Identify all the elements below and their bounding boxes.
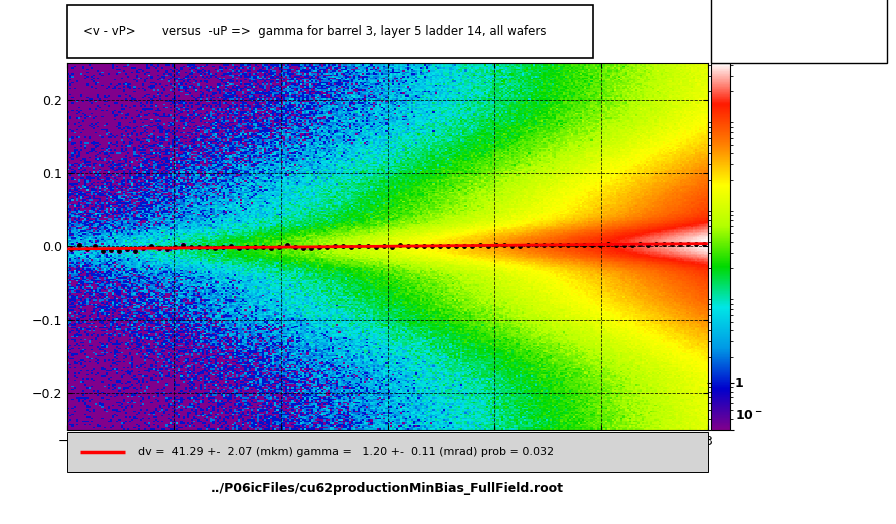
FancyBboxPatch shape xyxy=(67,432,708,472)
FancyBboxPatch shape xyxy=(67,5,592,58)
Text: $\mathbf{10^-}$: $\mathbf{10^-}$ xyxy=(735,409,762,421)
Text: 1: 1 xyxy=(735,377,744,390)
Text: ../P06icFiles/cu62productionMinBias_FullField.root: ../P06icFiles/cu62productionMinBias_Full… xyxy=(211,482,564,495)
Text: dv =  41.29 +-  2.07 (mkm) gamma =   1.20 +-  0.11 (mrad) prob = 0.032: dv = 41.29 +- 2.07 (mkm) gamma = 1.20 +-… xyxy=(138,447,554,457)
FancyBboxPatch shape xyxy=(711,0,887,63)
Text: <v - vP>       versus  -uP =>  gamma for barrel 3, layer 5 ladder 14, all wafers: <v - vP> versus -uP => gamma for barrel … xyxy=(83,25,547,38)
